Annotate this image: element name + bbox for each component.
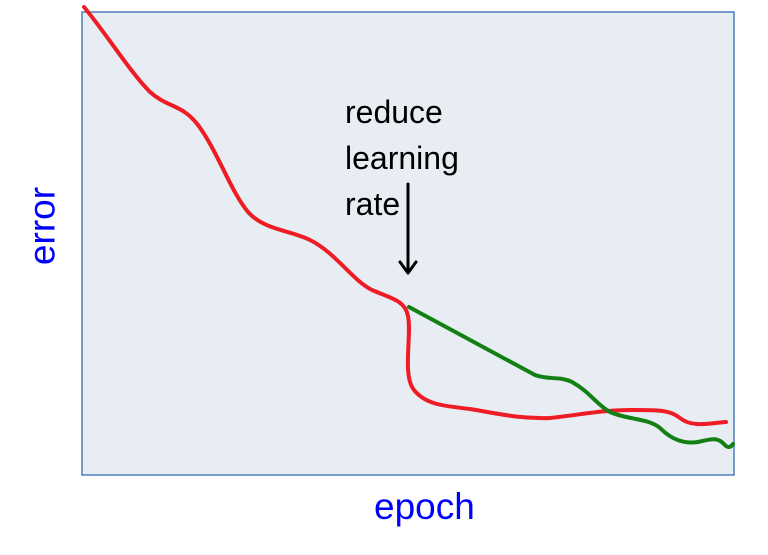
annotation-line-2: learning xyxy=(345,140,459,176)
green-error-curve xyxy=(407,305,735,449)
x-axis-label: epoch xyxy=(374,486,475,527)
reduce-learning-rate-annotation: reduce learning rate xyxy=(345,89,459,227)
annotation-line-3: rate xyxy=(345,186,401,222)
annotation-arrow xyxy=(398,182,418,275)
red-error-curve xyxy=(82,5,728,427)
y-axis-label: error xyxy=(21,186,63,266)
annotation-line-1: reduce xyxy=(345,94,443,130)
